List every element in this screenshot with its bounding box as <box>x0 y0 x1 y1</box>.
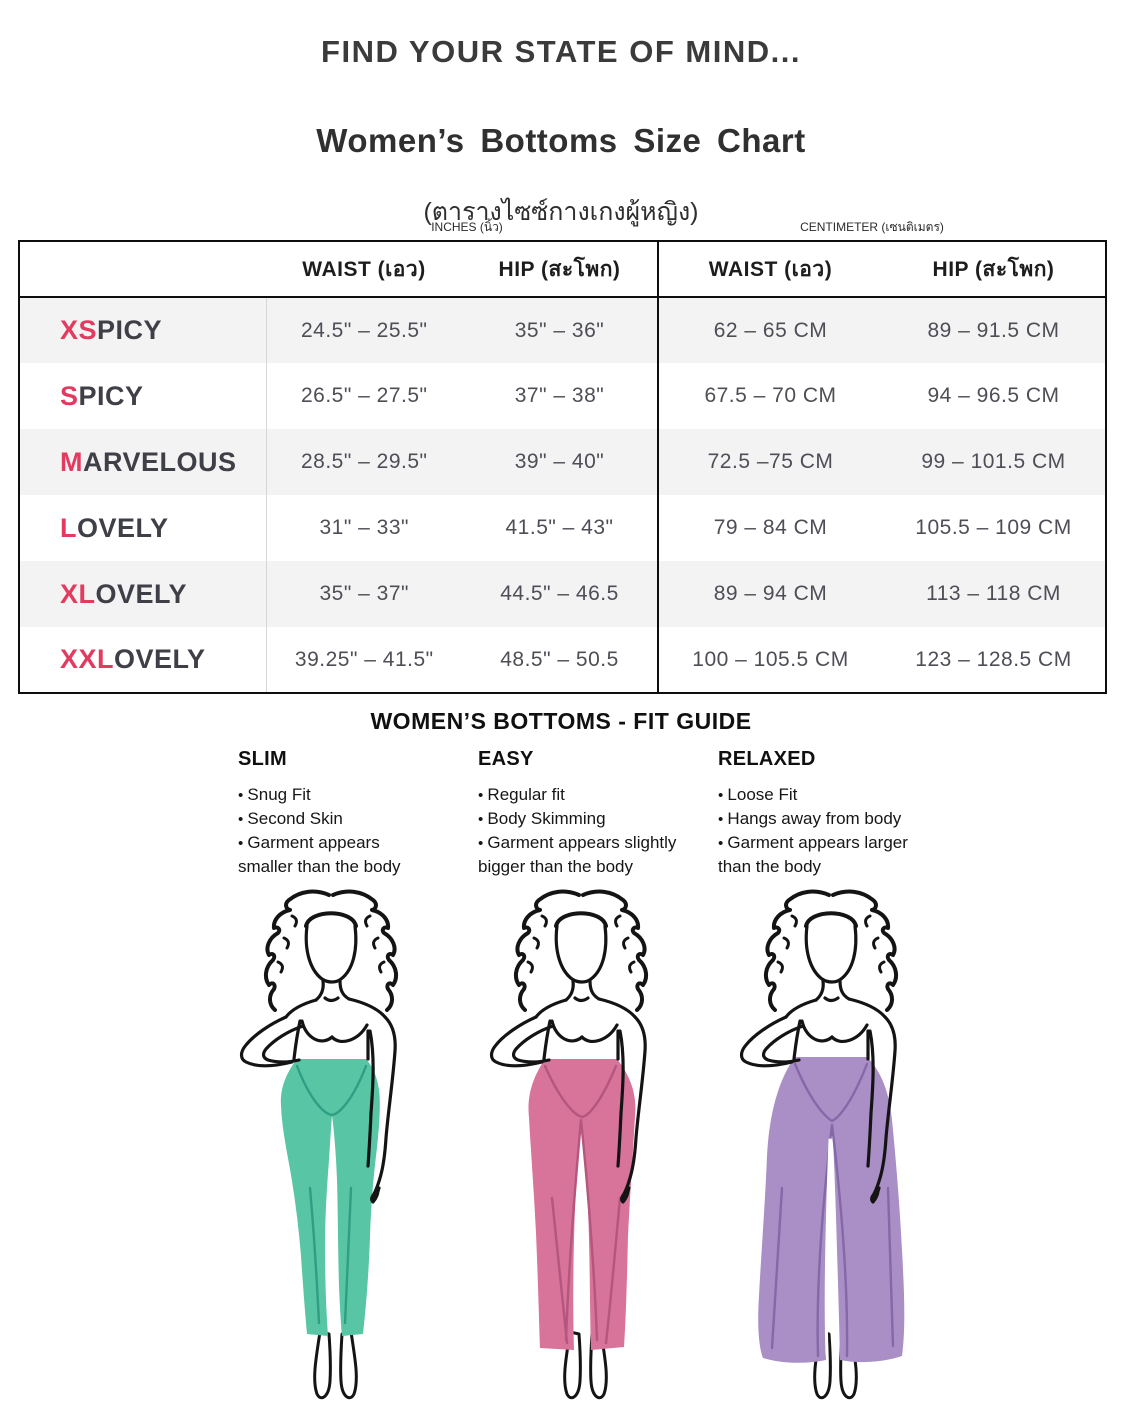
waist-cm-value: 100 – 105.5 CM <box>657 627 882 693</box>
waist-cm-header: WAIST (เอว) <box>657 241 882 298</box>
size-rest: OVELY <box>114 644 206 674</box>
fit-bullets-slim: Snug Fit Second Skin Garment appears sma… <box>238 783 478 880</box>
fit-name-slim: SLIM <box>238 748 287 770</box>
fit-bullet: Snug Fit <box>238 783 416 807</box>
table-header-row: WAIST (เอว) HIP (สะโพก) WAIST (เอว) HIP … <box>19 241 1106 298</box>
waist-inches-value: 31" – 33" <box>319 516 409 539</box>
hip-cm-value: 89 – 91.5 CM <box>927 318 1060 342</box>
size-rest: PICY <box>78 380 144 411</box>
fit-guide-heading: WOMEN’S BOTTOMS - FIT GUIDE <box>370 708 752 734</box>
fit-bullet: Regular fit <box>478 783 700 807</box>
page-subtitle-thai: (ตารางไซซ์กางเกงผู้หญิง) <box>423 198 699 226</box>
slim-seams <box>295 1064 368 1325</box>
waist-cm-value: 67.5 – 70 CM <box>657 363 882 429</box>
relaxed-seams <box>770 1062 895 1358</box>
size-rest: OVELY <box>77 512 169 543</box>
relaxed-highlight <box>824 1138 832 1356</box>
hip-inches-value: 37" – 38" <box>514 384 605 407</box>
waist-inches-value: 26.5" – 27.5" <box>300 384 428 407</box>
waist-cm-value: 62 – 65 CM <box>657 297 882 363</box>
fit-column-slim: SLIM Snug Fit Second Skin Garment appear… <box>238 748 478 880</box>
size-prefix: XXL <box>60 644 115 674</box>
size-rest: OVELY <box>95 578 188 609</box>
waist-inches-value: 39.25" – 41.5" <box>294 647 434 671</box>
table-row-marvelous: MARVELOUS 28.5" – 29.5" 39" – 40" 72.5 –… <box>19 429 1106 495</box>
hip-inches-value: 41.5" – 43" <box>505 516 614 539</box>
easy-pants <box>528 1059 636 1350</box>
fit-figures <box>0 888 1122 1418</box>
hip-inches-value: 44.5" – 46.5 <box>500 582 619 605</box>
waist-cm-value: 79 – 84 CM <box>657 495 882 561</box>
size-prefix: S <box>60 380 79 411</box>
unit-label-inches: INCHES (นิ้ว) <box>431 220 503 234</box>
fit-column-relaxed: RELAXED Loose Fit Hangs away from body G… <box>718 748 958 880</box>
fit-bullet: Body Skimming <box>478 807 700 831</box>
size-name: LOVELY <box>19 495 267 561</box>
hip-inches-value: 39" – 40" <box>514 450 605 473</box>
slim-leggings <box>280 1059 380 1336</box>
fit-bullet: Garment appears slightly bigger than the… <box>478 831 700 879</box>
fit-name-easy: EASY <box>478 748 534 770</box>
size-prefix: L <box>60 512 77 543</box>
hip-cm-header: HIP (สะโพก) <box>882 241 1106 298</box>
hip-inches-value: 35" – 36" <box>514 318 605 342</box>
table-row-spicy: SPICY 26.5" – 27.5" 37" – 38" 67.5 – 70 … <box>19 363 1106 429</box>
table-row-xxlovely: XXLOVELY 39.25" – 41.5" 48.5" – 50.5 100… <box>19 627 1106 693</box>
fit-bullet: Loose Fit <box>718 783 910 807</box>
fit-bullet: Garment appears larger than the body <box>718 831 910 879</box>
relaxed-pants <box>758 1057 905 1363</box>
size-rest: ARVELOUS <box>83 446 237 477</box>
fit-bullet: Garment appears smaller than the body <box>238 831 416 879</box>
size-prefix: XL <box>60 578 96 609</box>
hip-cm-value: 123 – 128.5 CM <box>915 647 1072 671</box>
fit-figure-slim <box>239 889 399 1400</box>
unit-labels: INCHES (นิ้ว) CENTIMETER (เซนติเมตร) <box>0 218 1122 236</box>
size-name: XLOVELY <box>19 561 267 627</box>
fit-bullet: Second Skin <box>238 807 416 831</box>
waist-cm-value: 72.5 –75 CM <box>657 429 882 495</box>
easy-seams <box>543 1064 622 1345</box>
unit-label-centimeter: CENTIMETER (เซนติเมตร) <box>800 220 944 234</box>
fit-figure-relaxed <box>739 889 905 1400</box>
hip-inches-value: 48.5" – 50.5 <box>500 647 619 671</box>
page-title: FIND YOUR STATE OF MIND... <box>321 34 801 69</box>
fit-bullet: Hangs away from body <box>718 807 910 831</box>
waist-inches-header: WAIST (เอว) <box>266 241 462 298</box>
fit-name-relaxed: RELAXED <box>718 748 816 770</box>
page-subtitle: Women’s Bottoms Size Chart <box>316 122 806 159</box>
size-column-header <box>19 241 266 298</box>
waist-inches-value: 35" – 37" <box>319 582 409 605</box>
hip-cm-value: 105.5 – 109 CM <box>915 516 1072 539</box>
size-rest: PICY <box>97 315 163 345</box>
hip-cm-value: 94 – 96.5 CM <box>927 384 1060 407</box>
hip-cm-value: 113 – 118 CM <box>926 582 1061 605</box>
size-prefix: M <box>60 446 83 477</box>
fit-guide-columns: SLIM Snug Fit Second Skin Garment appear… <box>238 748 958 880</box>
waist-inches-value: 28.5" – 29.5" <box>300 450 428 473</box>
hip-cm-value: 99 – 101.5 CM <box>921 450 1066 473</box>
table-row-lovely: LOVELY 31" – 33" 41.5" – 43" 79 – 84 CM … <box>19 495 1106 561</box>
table-row-xlovely: XLOVELY 35" – 37" 44.5" – 46.5 89 – 94 C… <box>19 561 1106 627</box>
fit-bullets-relaxed: Loose Fit Hangs away from body Garment a… <box>718 783 958 880</box>
size-name: XXLOVELY <box>19 627 267 693</box>
fit-figure-easy <box>489 889 649 1400</box>
fit-bullets-easy: Regular fit Body Skimming Garment appear… <box>478 783 718 880</box>
size-name: MARVELOUS <box>19 429 267 495</box>
hip-inches-header: HIP (สะโพก) <box>462 241 658 298</box>
size-name: XSPICY <box>19 297 267 363</box>
size-chart-table: WAIST (เอว) HIP (สะโพก) WAIST (เอว) HIP … <box>18 240 1107 694</box>
waist-cm-value: 89 – 94 CM <box>657 561 882 627</box>
fit-column-easy: EASY Regular fit Body Skimming Garment a… <box>478 748 718 880</box>
table-row-xspicy: XSPICY 24.5" – 25.5" 35" – 36" 62 – 65 C… <box>19 297 1106 363</box>
size-prefix: XS <box>60 315 98 345</box>
size-name: SPICY <box>19 363 267 429</box>
waist-inches-value: 24.5" – 25.5" <box>300 318 428 342</box>
